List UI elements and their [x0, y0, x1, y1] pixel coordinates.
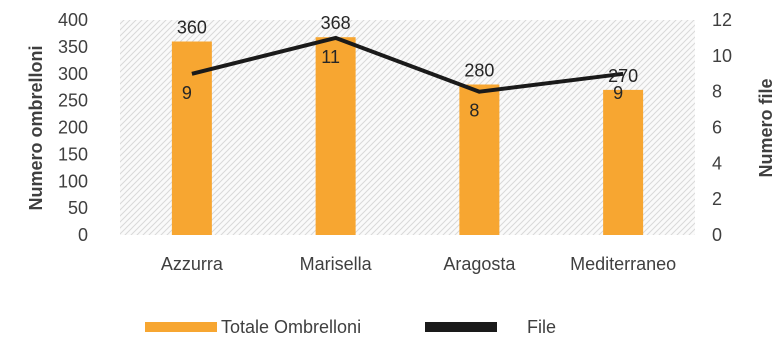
left-tick-label: 300 [58, 64, 88, 84]
left-tick-label: 250 [58, 91, 88, 111]
bar-azzurra [171, 41, 212, 235]
legend-item-totale-ombrelloni: Totale Ombrelloni [145, 315, 361, 339]
plot-area [120, 20, 695, 235]
right-tick-label: 6 [712, 118, 722, 138]
bar-mediterraneo [603, 89, 644, 235]
line-value-label: 9 [182, 83, 192, 103]
left-tick-label: 200 [58, 118, 88, 138]
left-tick-label: 150 [58, 144, 88, 164]
legend: Totale Ombrelloni File [0, 315, 781, 339]
bar-marisella [315, 37, 356, 236]
legend-label: Totale Ombrelloni [221, 316, 362, 337]
right-tick-label: 2 [712, 189, 722, 209]
left-tick-label: 50 [68, 198, 88, 218]
right-axis-ticks: 0 2 4 6 8 10 12 [712, 10, 732, 245]
left-tick-label: 350 [58, 37, 88, 57]
category-label: Azzurra [161, 254, 224, 274]
category-label: Aragosta [443, 254, 516, 274]
line-value-label: 11 [321, 47, 340, 67]
legend-swatch-line [425, 322, 497, 332]
bar-value-label: 360 [177, 18, 207, 38]
line-value-label: 9 [613, 83, 623, 103]
bar-value-label: 270 [608, 66, 638, 86]
legend-item-file: File [425, 315, 556, 339]
left-tick-label: 100 [58, 171, 88, 191]
right-tick-label: 0 [712, 225, 722, 245]
category-label: Marisella [300, 254, 373, 274]
y-axis-title-right: Numero file [756, 78, 776, 177]
left-tick-label: 400 [58, 10, 88, 30]
bar-value-label: 280 [464, 61, 494, 81]
right-tick-label: 8 [712, 82, 722, 102]
bar-value-label: 368 [321, 13, 351, 33]
right-tick-label: 4 [712, 153, 722, 173]
legend-label: File [527, 316, 557, 337]
line-value-label: 8 [469, 101, 479, 121]
right-tick-label: 12 [712, 10, 732, 30]
bar-aragosta [459, 84, 500, 235]
category-label: Mediterraneo [570, 254, 676, 274]
category-labels: Azzurra Marisella Aragosta Mediterraneo [161, 254, 676, 274]
y-axis-title-left: Numero ombrelloni [26, 45, 46, 210]
left-tick-label: 0 [78, 225, 88, 245]
left-axis-ticks: 0 50 100 150 200 250 300 350 400 [58, 10, 88, 245]
legend-swatch-bar [145, 322, 217, 332]
line-series-file [191, 35, 624, 94]
right-tick-label: 10 [712, 46, 732, 66]
bar-series [171, 37, 644, 236]
